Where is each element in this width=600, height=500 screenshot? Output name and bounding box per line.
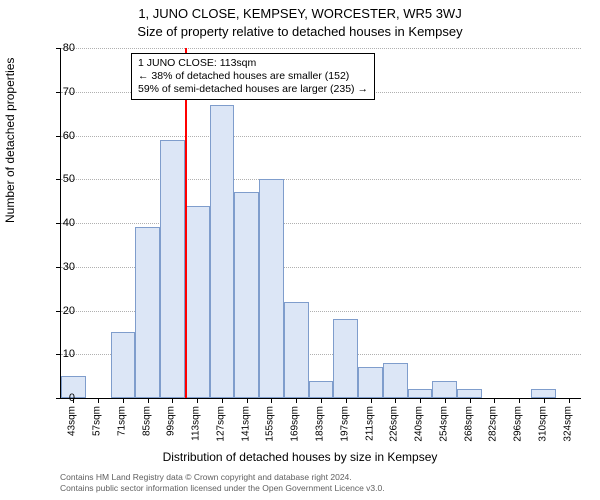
reference-line <box>185 48 187 398</box>
x-tick-label: 240sqm <box>414 406 425 442</box>
y-tick-label: 30 <box>45 261 75 273</box>
annotation-line-2: ← 38% of detached houses are smaller (15… <box>138 70 368 83</box>
gridline-h <box>61 48 581 49</box>
histogram-bar <box>383 363 408 398</box>
x-tick-mark <box>247 398 248 403</box>
annotation-line-1: 1 JUNO CLOSE: 113sqm <box>138 57 368 70</box>
histogram-bar <box>284 302 309 398</box>
histogram-bar <box>259 179 284 398</box>
histogram-bar <box>457 389 482 398</box>
gridline-h <box>61 136 581 137</box>
histogram-bar <box>358 367 383 398</box>
y-tick-label: 70 <box>45 86 75 98</box>
histogram-bar <box>333 319 358 398</box>
x-tick-label: 57sqm <box>92 406 103 436</box>
y-tick-label: 60 <box>45 130 75 142</box>
x-tick-label: 226sqm <box>389 406 400 442</box>
x-tick-mark <box>321 398 322 403</box>
x-tick-mark <box>494 398 495 403</box>
x-tick-label: 296sqm <box>513 406 524 442</box>
gridline-h <box>61 223 581 224</box>
credits: Contains HM Land Registry data © Crown c… <box>60 472 385 493</box>
x-tick-label: 43sqm <box>67 406 78 436</box>
x-tick-label: 141sqm <box>240 406 251 442</box>
credits-line-1: Contains HM Land Registry data © Crown c… <box>60 472 385 483</box>
histogram-bar <box>432 381 457 399</box>
x-tick-mark <box>346 398 347 403</box>
x-axis-label: Distribution of detached houses by size … <box>0 450 600 464</box>
y-tick-label: 40 <box>45 217 75 229</box>
histogram-bar <box>408 389 433 398</box>
histogram-bar <box>210 105 235 398</box>
histogram-bar <box>531 389 556 398</box>
x-tick-label: 254sqm <box>438 406 449 442</box>
histogram-bar <box>185 206 210 399</box>
annotation-box: 1 JUNO CLOSE: 113sqm ← 38% of detached h… <box>131 53 375 100</box>
y-tick-label: 80 <box>45 42 75 54</box>
x-tick-label: 211sqm <box>364 406 375 441</box>
x-tick-mark <box>172 398 173 403</box>
annotation-line-3: 59% of semi-detached houses are larger (… <box>138 83 368 96</box>
x-tick-label: 183sqm <box>315 406 326 442</box>
y-axis-label: Number of detached properties <box>3 58 17 223</box>
histogram-plot: 1 JUNO CLOSE: 113sqm ← 38% of detached h… <box>60 48 581 399</box>
x-tick-label: 310sqm <box>537 406 548 442</box>
credits-line-2: Contains public sector information licen… <box>60 483 385 494</box>
gridline-h <box>61 179 581 180</box>
x-tick-mark <box>420 398 421 403</box>
x-tick-label: 197sqm <box>339 406 350 442</box>
x-tick-label: 169sqm <box>290 406 301 442</box>
y-tick-label: 20 <box>45 305 75 317</box>
histogram-bar <box>309 381 334 399</box>
x-tick-mark <box>148 398 149 403</box>
y-tick-label: 10 <box>45 348 75 360</box>
x-tick-mark <box>395 398 396 403</box>
x-tick-mark <box>371 398 372 403</box>
chart-title: Size of property relative to detached ho… <box>0 24 600 39</box>
x-tick-label: 127sqm <box>215 406 226 442</box>
histogram-bar <box>111 332 136 398</box>
x-tick-mark <box>296 398 297 403</box>
x-tick-mark <box>445 398 446 403</box>
histogram-bar <box>160 140 185 398</box>
x-tick-mark <box>123 398 124 403</box>
histogram-bar <box>135 227 160 398</box>
x-tick-label: 155sqm <box>265 406 276 442</box>
x-tick-label: 99sqm <box>166 406 177 436</box>
x-tick-mark <box>544 398 545 403</box>
y-tick-label: 0 <box>45 392 75 404</box>
x-tick-mark <box>222 398 223 403</box>
x-tick-mark <box>98 398 99 403</box>
x-tick-label: 85sqm <box>141 406 152 436</box>
x-tick-label: 282sqm <box>488 406 499 442</box>
x-tick-label: 268sqm <box>463 406 474 442</box>
x-tick-mark <box>569 398 570 403</box>
x-tick-mark <box>197 398 198 403</box>
x-tick-mark <box>470 398 471 403</box>
address-title: 1, JUNO CLOSE, KEMPSEY, WORCESTER, WR5 3… <box>0 6 600 21</box>
y-tick-label: 50 <box>45 173 75 185</box>
x-tick-mark <box>519 398 520 403</box>
x-tick-label: 113sqm <box>191 406 202 441</box>
x-tick-mark <box>271 398 272 403</box>
x-tick-label: 71sqm <box>116 406 127 436</box>
histogram-bar <box>234 192 259 398</box>
x-tick-label: 324sqm <box>562 406 573 442</box>
